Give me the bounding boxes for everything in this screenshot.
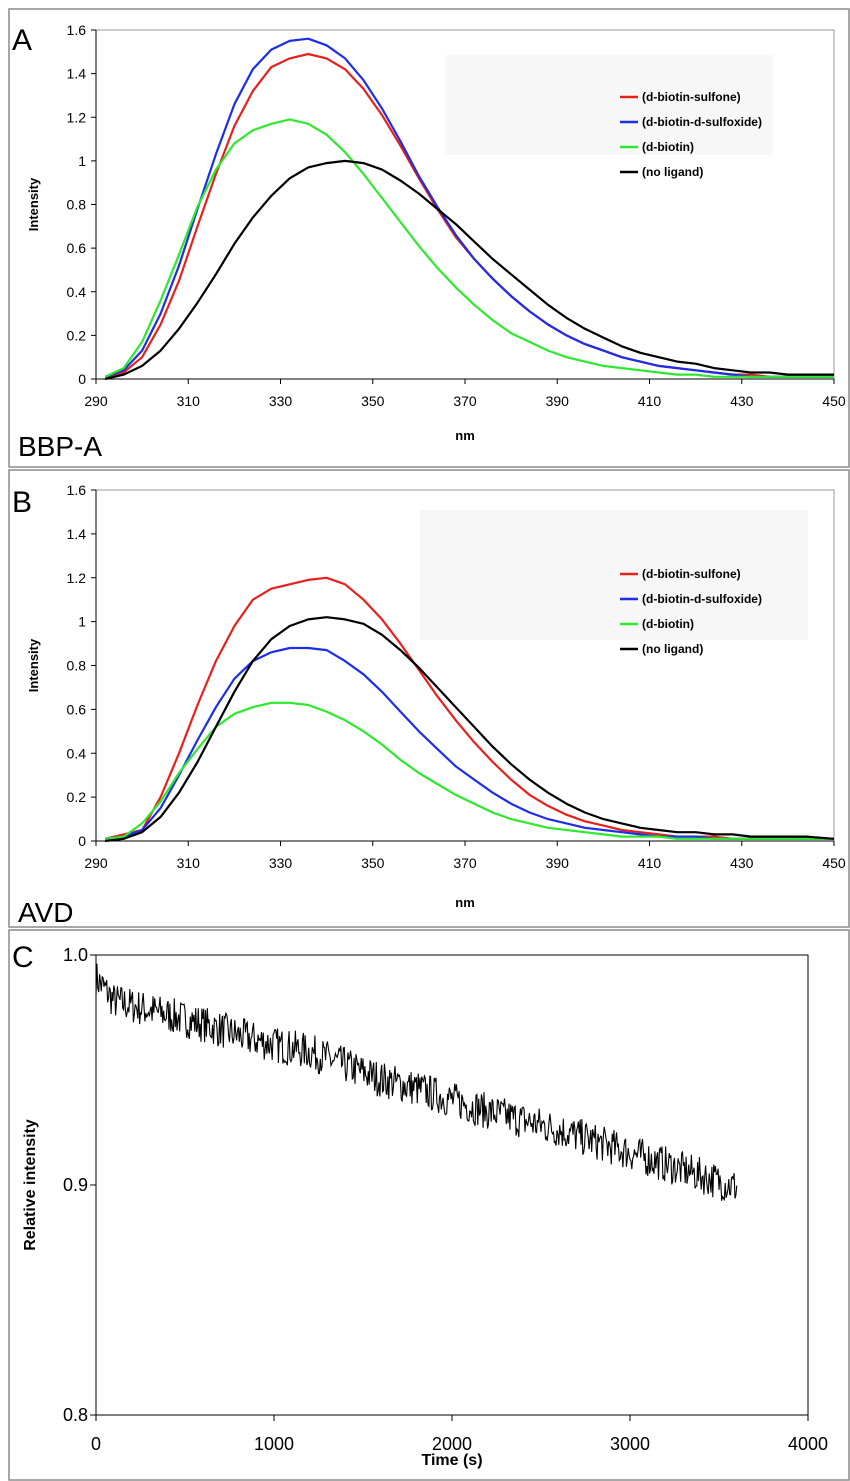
x-tick-label: 390: [546, 855, 570, 871]
legend-label: (d-biotin-d-sulfoxide): [642, 592, 762, 606]
x-tick-label: 310: [177, 855, 201, 871]
y-axis-label: Intensity: [26, 177, 41, 231]
legend-label: (d-biotin-sulfone): [642, 90, 741, 104]
panel-a: 0 0.2 0.4 0.6 0.8 1 1.2 1.4 1.6 290 310 330 350 370 39…: [0, 0, 850, 468]
panel-letter: B: [12, 486, 32, 519]
legend-label: (no ligand): [642, 165, 703, 179]
panel-letter: C: [12, 941, 34, 974]
panel-frame: [8, 469, 850, 928]
series-line: [105, 616, 835, 843]
y-tick-label: 0: [78, 371, 86, 387]
x-tick-label: 3000: [610, 1434, 650, 1454]
x-tick-label: 310: [177, 393, 201, 409]
y-tick-label: 0.2: [67, 327, 87, 343]
y-tick-label: 1.6: [67, 22, 87, 38]
y-tick-label: 1.4: [67, 526, 87, 542]
legend-label: (d-biotin-sulfone): [642, 567, 741, 581]
x-tick-label: 2000: [432, 1434, 472, 1454]
panel-letter: A: [12, 24, 32, 57]
x-tick-label: 1000: [254, 1434, 294, 1454]
x-tick-label: 0: [91, 1434, 101, 1454]
series-line: [104, 118, 834, 378]
legend-label: (d-biotin-d-sulfoxide): [642, 115, 762, 129]
x-tick-label: 450: [822, 393, 846, 409]
chart-c: 0.8 0.9 1.0 0 1000 2000 3000 4000 Time (s) Relati…: [8, 929, 850, 1481]
x-tick-label: 330: [269, 393, 293, 409]
y-tick-label: 1: [78, 614, 86, 630]
protein-label: BBP-A: [18, 431, 102, 462]
y-tick-label: 1.4: [67, 66, 87, 82]
x-tick-label: 4000: [788, 1434, 828, 1454]
y-tick-label: 1.0: [63, 945, 88, 965]
y-tick-label: 1: [78, 153, 86, 169]
x-tick-label: 370: [453, 393, 477, 409]
panel-c: 0.8 0.9 1.0 0 1000 2000 3000 4000 Time (s) Relati…: [0, 929, 850, 1481]
chart-b: 0 0.2 0.4 0.6 0.8 1 1.2 1.4 1.6 290 310 330 350 370 39…: [8, 469, 850, 928]
x-tick-label: 450: [822, 855, 846, 871]
x-axis-label: Time (s): [421, 1452, 482, 1469]
series-line: [104, 37, 834, 378]
x-tick-label: 370: [453, 855, 477, 871]
y-tick-label: 0: [78, 833, 86, 849]
y-tick-label: 0.8: [67, 197, 87, 213]
y-tick-label: 1.2: [67, 570, 87, 586]
x-tick-label: 430: [730, 393, 754, 409]
x-tick-label: 290: [84, 855, 108, 871]
y-tick-label: 0.2: [67, 789, 87, 805]
legend-background: [445, 55, 773, 155]
x-tick-label: 430: [730, 855, 754, 871]
protein-label: AVD: [18, 897, 74, 928]
x-axis-label: nm: [455, 428, 475, 443]
y-tick-label: 1.2: [67, 109, 87, 125]
chart-a: 0 0.2 0.4 0.6 0.8 1 1.2 1.4 1.6 290 310 330 350 370 39…: [8, 8, 850, 468]
x-tick-label: 350: [361, 855, 385, 871]
y-tick-label: 1.6: [67, 482, 87, 498]
legend-label: (d-biotin): [642, 140, 694, 154]
y-axis-label: Intensity: [26, 638, 41, 692]
y-tick-label: 0.4: [67, 745, 87, 761]
series-line: [104, 159, 834, 381]
x-tick-label: 410: [638, 855, 662, 871]
panel-b: 0 0.2 0.4 0.6 0.8 1 1.2 1.4 1.6 290 310 330 350 370 39…: [0, 469, 850, 928]
legend-background: [420, 510, 808, 640]
x-tick-label: 330: [269, 855, 293, 871]
y-tick-label: 0.6: [67, 240, 87, 256]
series-line: [105, 701, 834, 840]
plot-area: [95, 954, 809, 1416]
panel-frame: [8, 8, 850, 468]
x-tick-label: 410: [638, 393, 662, 409]
y-axis-label: Relative intensity: [22, 1119, 39, 1251]
series-line: [95, 963, 738, 1202]
y-tick-label: 0.4: [67, 284, 87, 300]
x-tick-label: 290: [84, 393, 108, 409]
x-tick-label: 350: [361, 393, 385, 409]
panel-frame: [8, 929, 850, 1481]
x-tick-label: 390: [546, 393, 570, 409]
y-tick-label: 0.9: [63, 1175, 88, 1195]
legend-label: (no ligand): [642, 642, 703, 656]
legend-label: (d-biotin): [642, 617, 694, 631]
y-tick-label: 0.6: [67, 701, 87, 717]
y-tick-label: 0.8: [67, 658, 87, 674]
x-axis-label: nm: [455, 895, 475, 910]
y-tick-label: 0.8: [63, 1405, 88, 1425]
